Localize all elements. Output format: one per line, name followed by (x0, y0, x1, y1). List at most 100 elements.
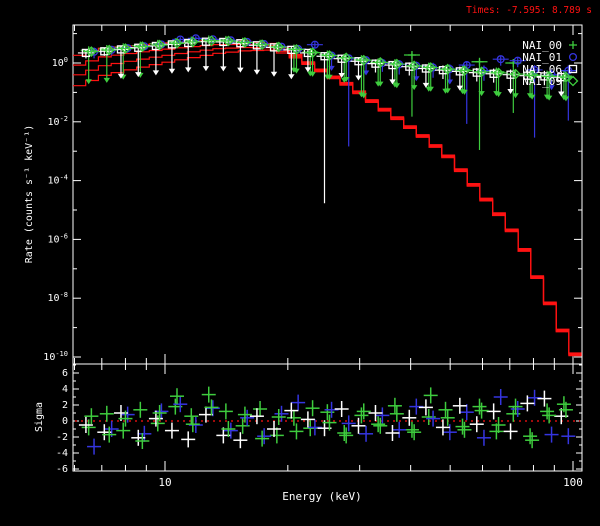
sigma-point (322, 414, 337, 431)
data-point (101, 44, 118, 56)
sigma-point (154, 403, 169, 420)
down-arrow-icon (562, 96, 570, 102)
sigma-point (269, 427, 284, 444)
sigma-point (438, 401, 453, 418)
legend-item-nai_01: NAI_01 (522, 51, 578, 64)
sigma-point (286, 409, 301, 426)
square-marker (320, 52, 329, 61)
spectrum-data (77, 34, 577, 204)
sigma-point (78, 417, 93, 433)
sigma-point (102, 426, 117, 443)
down-arrow-icon (495, 92, 502, 98)
sigma-point (474, 402, 489, 419)
diamond-marker (206, 35, 217, 47)
data-point (134, 41, 151, 53)
data-point (439, 63, 456, 94)
down-arrow-icon (270, 71, 278, 77)
x-axis-title: Energy (keV) (282, 490, 361, 503)
sigma-point (257, 428, 272, 445)
sigma-point (389, 405, 404, 422)
diamond-marker (171, 37, 183, 49)
y-axis-tick-label: 10-6 (48, 232, 68, 245)
diamond-marker (543, 70, 555, 82)
sigma-series-nai_06 (78, 390, 569, 449)
legend-label: NAI_00 (522, 39, 562, 52)
series-nai_09 (83, 35, 574, 102)
data-point (507, 68, 524, 99)
y-axis-tick-label: 10-2 (48, 115, 68, 128)
diamond-marker (459, 65, 470, 77)
sigma-point (201, 386, 216, 403)
sigma-point (486, 403, 501, 420)
down-arrow-icon (237, 67, 244, 73)
diamond-marker (307, 47, 319, 59)
legend-label: NAI_06 (522, 63, 562, 76)
x-axis-tick-label: 10 (158, 476, 171, 489)
sigma-point (368, 405, 383, 421)
down-arrow-icon (152, 70, 160, 76)
down-arrow-icon (103, 77, 110, 83)
sigma-axis-title: Sigma (34, 402, 45, 432)
down-arrow-icon (362, 70, 370, 76)
square-marker (252, 41, 262, 50)
data-point (490, 67, 507, 98)
diamond-marker (103, 44, 115, 56)
diamond-marker (408, 60, 420, 72)
down-arrow-icon (288, 74, 295, 80)
circle-marker (564, 66, 573, 75)
sigma-point (508, 398, 523, 415)
down-arrow-icon (456, 85, 464, 91)
sigma-point (341, 415, 356, 432)
down-arrow-icon (558, 91, 565, 97)
sigma-tick-label: -6 (56, 464, 68, 475)
down-arrow-icon (410, 85, 418, 91)
diamond-marker (493, 67, 504, 79)
diamond-marker (560, 71, 572, 83)
sigma-point (81, 419, 96, 436)
data-point (254, 39, 271, 51)
down-arrow-icon (135, 72, 142, 78)
diamond-marker (476, 66, 488, 78)
diamond-marker (273, 41, 285, 53)
sigma-point (291, 394, 306, 411)
data-point (236, 37, 253, 48)
series-nai_06 (77, 37, 570, 204)
data-point (422, 62, 439, 92)
data-point (270, 41, 287, 53)
square-marker (167, 40, 177, 49)
sigma-point (84, 408, 99, 425)
diamond-marker (136, 41, 148, 53)
down-arrow-icon (427, 86, 434, 92)
data-point (355, 54, 372, 99)
sigma-point (337, 425, 352, 441)
sigma-point (185, 416, 200, 433)
down-arrow-icon (253, 69, 261, 75)
legend-label: NAI_01 (522, 51, 562, 64)
legend-item-nai_00: NAI_00 (522, 39, 577, 52)
down-arrow-icon (342, 77, 350, 83)
square-marker (455, 67, 464, 76)
square-marker (421, 64, 431, 73)
sigma-point (305, 400, 320, 417)
square-marker (388, 60, 397, 70)
sigma-point (392, 421, 407, 438)
data-point (388, 58, 405, 89)
sigma-point (537, 390, 552, 407)
sigma-point (510, 401, 525, 417)
down-arrow-icon (293, 68, 300, 74)
sigma-point (527, 389, 542, 406)
data-point (220, 35, 237, 47)
sigma-point (284, 402, 299, 419)
sigma-point (181, 431, 196, 448)
data-point (557, 71, 574, 102)
circle-marker (310, 40, 319, 49)
panel-frames (72, 24, 583, 472)
diamond-marker (256, 39, 268, 51)
diamond-marker (120, 43, 131, 54)
down-arrow-icon (545, 95, 553, 101)
sigma-point (476, 429, 491, 446)
plot-title: Times: -7.595: 8.789 s (466, 5, 592, 16)
down-arrow-icon (360, 93, 367, 99)
